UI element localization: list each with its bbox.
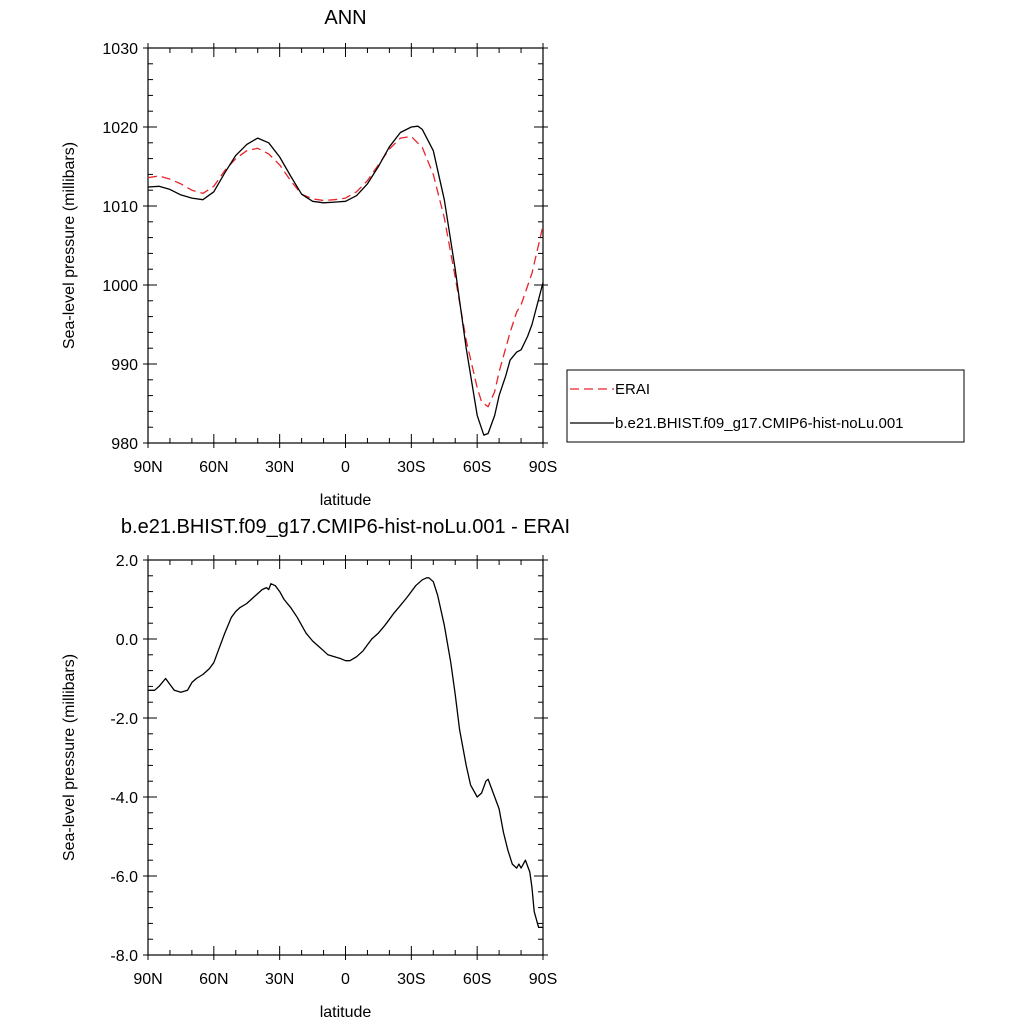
y-tick-label: 1000 xyxy=(102,278,138,295)
x-tick-label: 30S xyxy=(397,971,425,988)
x-tick-label: 30N xyxy=(265,971,294,988)
y-tick-label: 1010 xyxy=(102,199,138,216)
x-tick-label: 0 xyxy=(341,971,350,988)
x-tick-label: 30S xyxy=(397,459,425,476)
legend-label-2: b.e21.BHIST.f09_g17.CMIP6-hist-noLu.001 xyxy=(615,415,904,432)
x-tick-label: 60N xyxy=(199,459,228,476)
series-line-1 xyxy=(147,135,544,408)
y-tick-label: 980 xyxy=(111,436,138,453)
chart-title: b.e21.BHIST.f09_g17.CMIP6-hist-noLu.001 … xyxy=(121,516,570,538)
legend-label-1: ERAI xyxy=(615,381,650,398)
y-tick-label: -6.0 xyxy=(110,869,138,886)
legend-box xyxy=(566,369,965,443)
x-tick-label: 60S xyxy=(463,971,491,988)
x-tick-label: 60N xyxy=(199,971,228,988)
y-tick-label: 990 xyxy=(111,357,138,374)
y-tick-label: -4.0 xyxy=(110,790,138,807)
chart-title: ANN xyxy=(324,7,366,29)
y-tick-label: 1020 xyxy=(102,120,138,137)
y-tick-label: -2.0 xyxy=(110,711,138,728)
chart-panel-2: b.e21.BHIST.f09_g17.CMIP6-hist-noLu.001 … xyxy=(61,516,570,1021)
legend: ERAI b.e21.BHIST.f09_g17.CMIP6-hist-noLu.… xyxy=(566,369,965,443)
x-tick-label: 90N xyxy=(133,971,162,988)
chart-panel-1: ANN 90N 60N 30N 0 30S 60S 90S 980 990 1000 1010 1020… xyxy=(61,7,965,509)
y-tick-label: 1030 xyxy=(102,41,138,58)
y-tick-label: -8.0 xyxy=(110,948,138,965)
x-tick-label: 90N xyxy=(133,459,162,476)
y-axis-title: Sea-level pressure (millibars) xyxy=(61,654,78,861)
y-tick-label: 2.0 xyxy=(116,553,138,570)
plot-frame xyxy=(147,559,544,956)
x-tick-label: 90S xyxy=(529,459,557,476)
plot-frame xyxy=(147,47,544,444)
x-axis-title: latitude xyxy=(320,492,372,509)
x-tick-label: 30N xyxy=(265,459,294,476)
x-tick-label: 60S xyxy=(463,459,491,476)
y-axis-title: Sea-level pressure (millibars) xyxy=(61,142,78,349)
x-tick-label: 0 xyxy=(341,459,350,476)
series-line-1 xyxy=(148,577,543,929)
x-axis-title: latitude xyxy=(320,1004,372,1021)
series-line-2 xyxy=(147,125,544,436)
x-tick-label: 90S xyxy=(529,971,557,988)
y-tick-label: 0.0 xyxy=(116,632,138,649)
